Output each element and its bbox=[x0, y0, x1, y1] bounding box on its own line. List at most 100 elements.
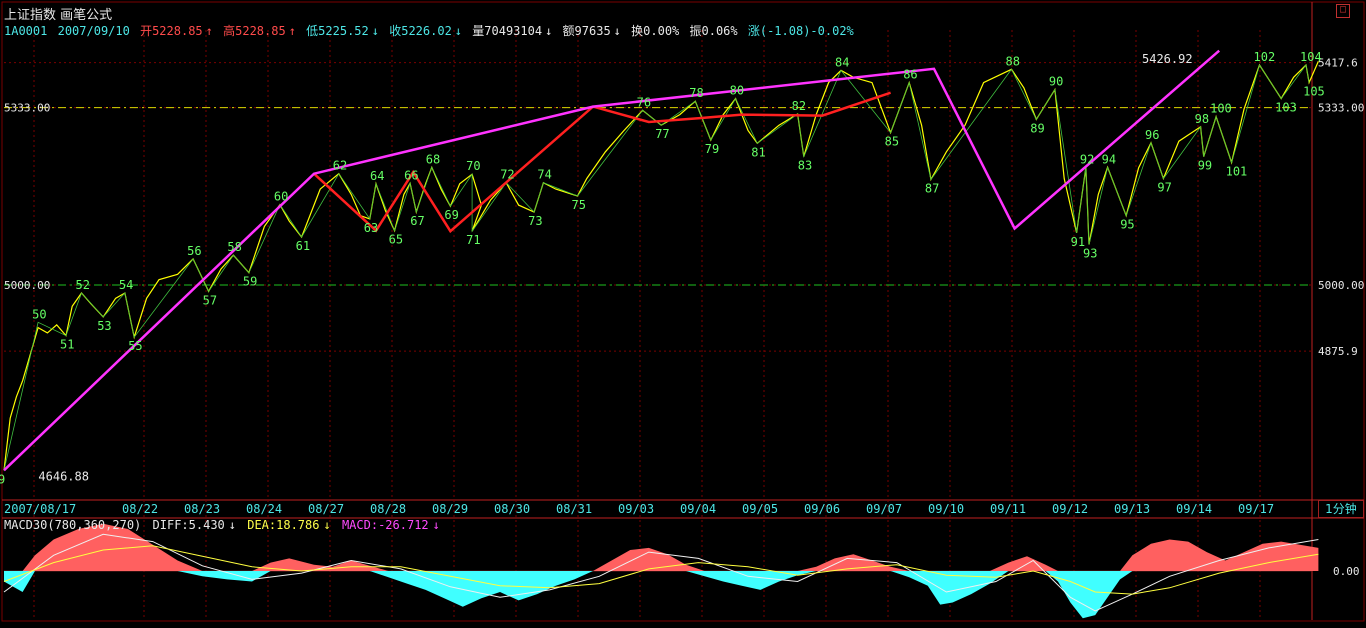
turning-point-label: 67 bbox=[410, 214, 424, 228]
quote-date: 2007/09/10 bbox=[57, 24, 130, 38]
x-tick-label: 09/05 bbox=[742, 502, 778, 516]
turning-point-label: 50 bbox=[32, 307, 46, 321]
turning-point-label: 75 bbox=[572, 198, 586, 212]
y-tick-label: 5333.00 bbox=[1318, 102, 1364, 115]
turning-point-label: 97 bbox=[1157, 180, 1171, 194]
down-arrow-icon: ↓ bbox=[454, 24, 463, 38]
x-tick-label: 08/31 bbox=[556, 502, 592, 516]
reference-label: 5000.00 bbox=[4, 279, 50, 292]
x-tick-label: 09/03 bbox=[618, 502, 654, 516]
x-tick-label: 08/23 bbox=[184, 502, 220, 516]
x-tick-label: 09/11 bbox=[990, 502, 1026, 516]
low-price: 低5225.52 bbox=[306, 24, 369, 38]
turning-point-label: 52 bbox=[76, 278, 90, 292]
stock-code: 1A0001 bbox=[4, 24, 48, 38]
quote-info-row: 1A0001 2007/09/10 开5228.85 ↑ 高5228.85 ↑ 低5… bbox=[4, 22, 857, 39]
turning-point-label: 59 bbox=[243, 275, 257, 289]
x-tick-label: 09/17 bbox=[1238, 502, 1274, 516]
turning-point-label: 100 bbox=[1210, 102, 1232, 116]
turning-point-label: 102 bbox=[1254, 50, 1276, 64]
x-tick-label: 09/12 bbox=[1052, 502, 1088, 516]
turning-point-label: 55 bbox=[128, 339, 142, 353]
indicator-name[interactable]: MACD30(780,360,270) bbox=[4, 518, 142, 532]
macd-info-row: MACD30(780,360,270) DIFF:5.430 ↓ DEA:18.7… bbox=[4, 518, 444, 532]
x-tick-label: 08/28 bbox=[370, 502, 406, 516]
up-arrow-icon: ↑ bbox=[288, 24, 296, 38]
square-icon[interactable]: □ bbox=[1336, 4, 1350, 18]
change: 涨(-1.08)-0.02% bbox=[747, 24, 854, 38]
price-label: 5426.92 bbox=[1142, 52, 1193, 66]
x-tick-label: 09/13 bbox=[1114, 502, 1150, 516]
segment-line bbox=[313, 91, 891, 234]
turning-point-label: 77 bbox=[655, 127, 669, 141]
turning-point-label: 92 bbox=[1080, 152, 1094, 166]
turning-point-label: 82 bbox=[792, 99, 806, 113]
x-tick-label: 09/06 bbox=[804, 502, 840, 516]
turning-point-label: 86 bbox=[903, 68, 917, 82]
macd-axis-label: 0.00 bbox=[1333, 565, 1360, 578]
title-row: 上证指数 画笔公式 bbox=[4, 4, 112, 23]
turning-point-label: 89 bbox=[1030, 121, 1044, 135]
turning-point-label: 88 bbox=[1006, 54, 1020, 68]
formula-name[interactable]: 画笔公式 bbox=[60, 8, 113, 23]
turning-point-label: 73 bbox=[528, 214, 542, 228]
reference-label: 5333.00 bbox=[4, 102, 50, 115]
amount: 额97635 bbox=[562, 24, 611, 38]
turning-point-label: 79 bbox=[705, 142, 719, 156]
high-price: 高5228.85 bbox=[223, 24, 286, 38]
pen-line bbox=[3, 49, 1221, 472]
x-tick-label: 09/14 bbox=[1176, 502, 1212, 516]
x-tick-label: 09/04 bbox=[680, 502, 716, 516]
x-tick-label: 08/22 bbox=[122, 502, 158, 516]
diff-line bbox=[3, 533, 1319, 612]
turning-point-label: 70 bbox=[466, 159, 480, 173]
turning-point-label: 58 bbox=[227, 240, 241, 254]
up-arrow-icon: ↑ bbox=[205, 24, 213, 38]
stroke-line bbox=[3, 64, 1310, 471]
turning-point-label: 85 bbox=[885, 135, 899, 149]
macd-hist-negative bbox=[4, 571, 1319, 619]
down-arrow-icon: ↓ bbox=[228, 518, 236, 532]
turning-point-label: 68 bbox=[426, 152, 440, 166]
turning-point-label: 64 bbox=[370, 169, 384, 183]
macd-value: MACD:-26.712 bbox=[341, 518, 429, 532]
open-price: 开5228.85 bbox=[140, 24, 203, 38]
price-line bbox=[3, 61, 1319, 471]
turning-point-label: 104 bbox=[1300, 50, 1322, 64]
turning-point-label: 90 bbox=[1049, 75, 1063, 89]
x-tick-label: 2007/08/17 bbox=[4, 502, 76, 516]
turning-point-label: 53 bbox=[97, 319, 111, 333]
turning-point-label: 105 bbox=[1303, 85, 1325, 99]
turning-point-label: 94 bbox=[1102, 152, 1116, 166]
turning-point-label: 80 bbox=[730, 84, 744, 98]
x-tick-label: 08/30 bbox=[494, 502, 530, 516]
macd-hist-positive bbox=[4, 523, 1319, 571]
turning-point-label: 56 bbox=[187, 244, 201, 258]
down-arrow-icon: ↓ bbox=[371, 24, 379, 38]
dea-value: DEA:18.786 bbox=[247, 518, 320, 532]
x-tick-label: 08/29 bbox=[432, 502, 468, 516]
amplitude: 振0.06% bbox=[689, 24, 738, 38]
turning-point-label: 78 bbox=[689, 86, 703, 100]
turnover: 换0.00% bbox=[631, 24, 680, 38]
turning-point-label: 54 bbox=[119, 278, 133, 292]
turning-point-label: 84 bbox=[835, 55, 849, 69]
y-tick-label: 5417.6 bbox=[1318, 57, 1358, 70]
turning-point-label: 87 bbox=[925, 182, 939, 196]
turning-point-label: 103 bbox=[1275, 101, 1297, 115]
index-title: 上证指数 bbox=[4, 8, 57, 23]
dea-line bbox=[3, 545, 1319, 595]
x-tick-label: 08/24 bbox=[246, 502, 282, 516]
down-arrow-icon: ↓ bbox=[545, 24, 553, 38]
turning-point-label: 9 bbox=[0, 472, 5, 486]
turning-point-label: 51 bbox=[60, 338, 74, 352]
down-arrow-icon: ↓ bbox=[323, 518, 331, 532]
volume: 量70493104 bbox=[472, 24, 543, 38]
y-tick-label: 5000.00 bbox=[1318, 279, 1364, 292]
turning-point-label: 96 bbox=[1145, 128, 1159, 142]
down-arrow-icon: ↓ bbox=[613, 24, 621, 38]
period-button[interactable]: 1分钟 bbox=[1318, 500, 1364, 518]
turning-point-label: 71 bbox=[466, 233, 480, 247]
